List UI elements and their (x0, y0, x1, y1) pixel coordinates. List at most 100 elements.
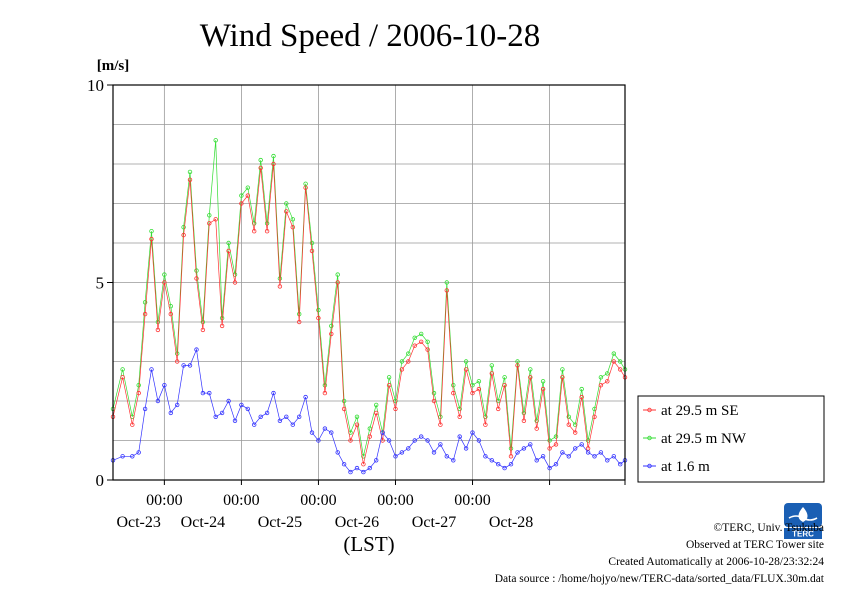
data-point (226, 248, 231, 254)
y-ticks: 0 5 10 (87, 76, 113, 490)
data-point (534, 426, 539, 431)
data-point (553, 442, 559, 447)
data-point (425, 339, 430, 344)
data-point (303, 394, 308, 400)
data-point (335, 280, 340, 285)
data-point (386, 383, 392, 388)
data-point (515, 450, 520, 455)
data-point (502, 375, 507, 380)
data-point (502, 383, 507, 388)
legend-label: at 29.5 m NW (661, 431, 747, 447)
data-point (322, 383, 328, 388)
data-point (540, 386, 546, 392)
data-point (271, 390, 276, 396)
data-point (149, 228, 154, 234)
data-point (142, 406, 148, 412)
data-point (463, 446, 469, 451)
data-point (419, 339, 424, 344)
created-text: Created Automatically at 2006-10-28/23:3… (608, 556, 824, 568)
data-point (316, 438, 321, 443)
data-point (174, 359, 180, 364)
data-point (553, 462, 559, 467)
data-point (598, 383, 604, 388)
data-point (579, 386, 584, 392)
data-point (309, 240, 315, 246)
data-point (412, 343, 417, 348)
data-point (155, 327, 161, 333)
data-point (406, 351, 411, 356)
x-tick-time-label: 00:00 (223, 492, 259, 509)
data-point (489, 371, 494, 376)
data-point (354, 414, 360, 419)
y-tick-label: 0 (96, 471, 105, 490)
data-point (463, 367, 469, 372)
series-0 (110, 161, 628, 467)
data-point (540, 454, 546, 459)
data-point (207, 213, 212, 218)
legend: at 29.5 m SE at 29.5 m NW at 1.6 m (643, 403, 747, 475)
data-point (592, 454, 597, 459)
data-point (611, 351, 616, 356)
data-point (566, 454, 571, 459)
data-point (399, 367, 405, 372)
data-point (463, 359, 469, 364)
data-point (174, 402, 180, 408)
legend-swatch-marker (647, 407, 652, 413)
x-tick-date-label: Oct-25 (258, 514, 302, 531)
data-point (322, 426, 328, 431)
data-point (194, 347, 199, 352)
data-point (508, 462, 514, 467)
data-point (245, 193, 250, 198)
data-point (329, 430, 334, 435)
data-point (207, 221, 212, 226)
data-point (277, 284, 283, 289)
x-tick-time-label: 00:00 (377, 492, 413, 509)
x-tick-date-label: Oct-28 (489, 514, 533, 531)
data-point (579, 442, 584, 447)
data-point (406, 446, 411, 451)
data-point (425, 347, 430, 352)
data-point (239, 402, 244, 408)
data-point (284, 209, 289, 214)
data-point (264, 228, 270, 234)
legend-swatch-marker (647, 435, 652, 441)
data-point (168, 311, 173, 317)
data-point (232, 280, 238, 285)
series-line (112, 163, 626, 465)
data-point (451, 458, 456, 463)
data-point (284, 201, 289, 206)
data-point (245, 185, 250, 190)
data-point (374, 402, 379, 408)
observed-text: Observed at TERC Tower site (685, 539, 824, 551)
y-axis-label: [m/s] (97, 58, 130, 74)
data-point (251, 221, 257, 226)
data-point (528, 442, 533, 447)
data-point (412, 438, 417, 443)
data-point (553, 434, 559, 439)
data-point (264, 410, 270, 416)
data-point (521, 418, 527, 423)
data-point (213, 138, 218, 143)
data-point (316, 307, 321, 313)
legend-label: at 1.6 m (661, 459, 710, 475)
data-point (431, 398, 437, 404)
data-point (290, 224, 295, 230)
x-tick-date-label: Oct-27 (412, 514, 456, 531)
terc-logo-icon: TERC (784, 503, 822, 539)
data-point (438, 442, 443, 447)
data-point (341, 406, 347, 412)
data-point (181, 224, 186, 230)
legend-label: at 29.5 m SE (661, 403, 739, 419)
data-point (585, 450, 591, 455)
data-point (399, 450, 405, 455)
data-point (393, 406, 398, 412)
data-point (444, 454, 449, 459)
data-point (386, 438, 392, 443)
data-point (187, 169, 193, 175)
data-point (322, 390, 328, 396)
data-point (232, 418, 238, 423)
data-point (618, 462, 623, 467)
data-point (219, 323, 225, 329)
data-point (149, 367, 154, 372)
data-point (566, 414, 571, 419)
